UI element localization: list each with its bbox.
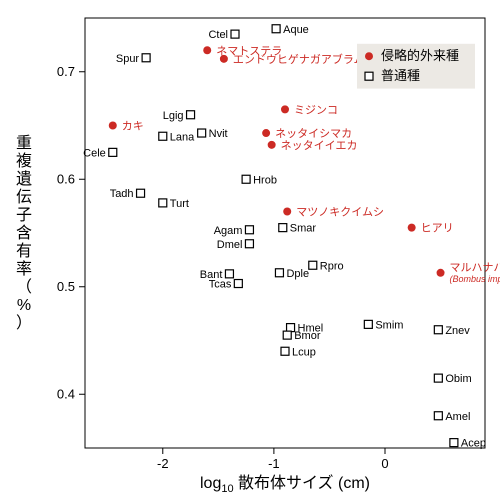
data-point-label: Acep [461, 438, 486, 450]
data-point-label: Aque [283, 24, 309, 36]
data-point-circle [283, 208, 291, 216]
data-point-label: Bmor [294, 330, 321, 342]
y-axis-label-char: 子 [16, 206, 32, 224]
data-point-label: Cele [83, 147, 106, 159]
data-point-circle [437, 269, 445, 277]
data-point-square [309, 261, 317, 269]
data-point-square [434, 326, 442, 334]
data-point-circle [203, 46, 211, 54]
x-axis-label: log10 散布体サイズ (cm) [200, 474, 370, 495]
data-point-square [275, 269, 283, 277]
data-point-circle [268, 141, 276, 149]
scatter-chart: -2 -1 0 0.4 0.5 0.6 0.7 log10 散布体サイズ (cm) 重複遺伝子含… [0, 0, 500, 500]
data-point-square [137, 189, 145, 197]
data-point-square [364, 320, 372, 328]
data-point-label: Turt [170, 198, 189, 210]
legend-marker-square [365, 72, 373, 80]
y-axis-label-char: 率 [16, 260, 32, 278]
legend-label: 普通種 [381, 68, 420, 83]
y-axis-label-char: % [17, 297, 31, 314]
data-point-label: Dple [286, 268, 309, 280]
data-point-square [109, 148, 117, 156]
y-tick-label: 0.7 [57, 64, 75, 79]
y-axis-label-char: （ [16, 278, 32, 296]
data-point-label: Tcas [209, 279, 232, 291]
data-point-label: Lgig [163, 110, 184, 122]
data-point-square [187, 111, 195, 119]
data-point-square [225, 270, 233, 278]
data-point-square [450, 439, 458, 447]
data-point-square [281, 347, 289, 355]
data-point-label: Nvit [209, 128, 228, 140]
data-point-square [245, 240, 253, 248]
y-axis-label-char: ） [16, 314, 32, 332]
data-point-label-red: ネッタイイエカ [281, 139, 358, 152]
y-axis-label-char: 重 [16, 134, 32, 152]
data-point-label: Agam [214, 225, 243, 237]
y-tick-label: 0.6 [57, 171, 75, 186]
y-axis-label-char: 遺 [16, 170, 32, 188]
data-point-square [198, 129, 206, 137]
data-point-label: Spur [116, 53, 140, 65]
data-point-label: Znev [445, 325, 470, 337]
data-point-square [279, 224, 287, 232]
x-tick-label: -1 [268, 456, 280, 471]
legend-marker-circle [365, 52, 373, 60]
y-tick-label: 0.5 [57, 279, 75, 294]
data-point-label: Lcup [292, 346, 316, 358]
data-point-label-red: エンドウヒゲナガアブラムシ [233, 52, 376, 66]
data-point-label: Rpro [320, 260, 344, 272]
y-axis-label-char: 伝 [16, 188, 32, 206]
data-point-square [272, 25, 280, 33]
data-point-circle [262, 129, 270, 137]
y-axis-label-char: 複 [16, 152, 32, 170]
data-point-label: Tadh [110, 188, 134, 200]
data-point-square [159, 132, 167, 140]
data-point-label: Dmel [217, 239, 243, 251]
data-point-label: Lana [170, 131, 195, 143]
data-point-label: Smar [290, 223, 317, 235]
y-axis-label-char: 含 [16, 224, 32, 242]
chart-svg: -2 -1 0 0.4 0.5 0.6 0.7 log10 散布体サイズ (cm) 重複遺伝子含… [0, 0, 500, 500]
data-point-square [231, 30, 239, 38]
data-point-circle [109, 122, 117, 130]
data-point-square [242, 175, 250, 183]
legend-label: 侵略的外来種 [381, 48, 459, 63]
data-point-square [434, 412, 442, 420]
data-point-label: Ctel [208, 29, 228, 41]
data-point-circle [220, 55, 228, 63]
y-tick-label: 0.4 [57, 386, 75, 401]
x-tick-label: 0 [381, 456, 388, 471]
data-point-label-red: カキ [122, 120, 144, 133]
data-point-label-red: ネッタイシマカ [275, 127, 352, 140]
data-point-label-red: ヒアリ [421, 222, 454, 235]
y-axis-label-char: 有 [16, 242, 32, 260]
data-point-circle [281, 105, 289, 113]
data-point-square [245, 226, 253, 234]
data-point-square [234, 280, 242, 288]
data-point-square [159, 199, 167, 207]
data-point-label: Obim [445, 373, 471, 385]
data-point-label: Smim [375, 319, 403, 331]
data-point-circle [408, 224, 416, 232]
data-point-label-red: マルハナバチ [450, 261, 500, 274]
data-point-label: Hrob [253, 174, 277, 186]
data-point-square [434, 374, 442, 382]
data-point-square [142, 54, 150, 62]
data-point-label-red: マツノキクイムシ [296, 206, 384, 219]
data-point-label: Amel [445, 411, 470, 423]
data-point-square [283, 331, 291, 339]
x-tick-label: -2 [157, 456, 169, 471]
data-point-sublabel: (Bombus impatiens) [450, 274, 500, 284]
data-point-label-red: ミジンコ [294, 104, 338, 116]
